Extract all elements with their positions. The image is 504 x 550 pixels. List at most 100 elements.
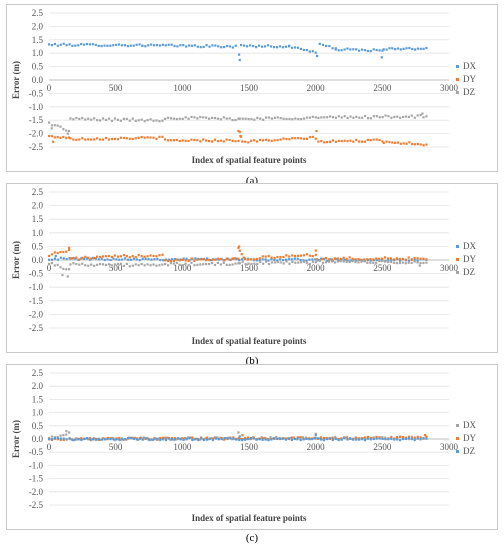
data-point bbox=[164, 259, 167, 262]
data-point bbox=[116, 118, 120, 121]
data-point bbox=[291, 118, 294, 121]
data-point bbox=[279, 116, 282, 120]
data-point bbox=[65, 430, 68, 433]
data-point bbox=[375, 437, 378, 440]
data-point bbox=[77, 438, 80, 441]
data-point bbox=[308, 136, 311, 139]
data-point bbox=[181, 436, 184, 440]
data-point bbox=[107, 138, 111, 141]
data-point bbox=[337, 115, 340, 118]
data-point bbox=[375, 261, 378, 264]
data-point bbox=[269, 436, 272, 439]
data-point bbox=[264, 258, 267, 261]
data-point bbox=[100, 44, 103, 48]
data-point bbox=[416, 259, 419, 262]
data-point bbox=[72, 138, 75, 141]
data-point bbox=[148, 438, 151, 442]
data-point bbox=[65, 268, 68, 271]
data-point bbox=[166, 264, 170, 267]
data-point bbox=[363, 49, 367, 52]
data-point bbox=[407, 259, 410, 262]
legend-marker bbox=[456, 424, 459, 427]
data-point bbox=[137, 264, 140, 267]
data-point bbox=[113, 263, 117, 266]
data-point bbox=[422, 257, 425, 260]
data-point bbox=[285, 137, 288, 141]
data-point bbox=[164, 262, 167, 266]
data-point bbox=[71, 438, 74, 442]
data-point bbox=[191, 438, 194, 442]
data-point bbox=[393, 438, 396, 441]
data-point bbox=[228, 117, 231, 120]
data-point bbox=[169, 262, 173, 265]
data-point bbox=[124, 257, 127, 260]
data-point bbox=[284, 258, 288, 261]
data-point bbox=[282, 262, 285, 265]
data-point bbox=[299, 438, 302, 442]
data-point bbox=[389, 257, 393, 260]
data-point bbox=[357, 261, 360, 264]
data-point bbox=[330, 260, 333, 263]
data-point bbox=[384, 438, 387, 441]
data-point bbox=[358, 140, 361, 143]
data-point bbox=[101, 437, 104, 440]
data-point bbox=[331, 47, 334, 50]
data-point bbox=[264, 260, 268, 263]
data-point bbox=[59, 437, 62, 440]
data-point bbox=[146, 263, 149, 266]
data-point bbox=[166, 259, 170, 263]
data-point bbox=[91, 43, 94, 46]
data-point bbox=[144, 257, 147, 260]
data-point bbox=[178, 117, 181, 120]
data-point bbox=[48, 134, 51, 138]
data-point bbox=[88, 258, 92, 261]
data-point bbox=[229, 437, 232, 440]
data-point bbox=[48, 43, 51, 46]
data-point bbox=[210, 116, 214, 119]
data-point bbox=[178, 437, 181, 440]
data-point bbox=[416, 257, 419, 260]
data-point bbox=[182, 437, 185, 440]
data-point bbox=[199, 115, 202, 119]
data-point bbox=[422, 144, 425, 147]
x-tick-label: 500 bbox=[109, 83, 123, 93]
data-point bbox=[329, 115, 332, 118]
data-point bbox=[132, 44, 135, 47]
data-point bbox=[249, 436, 253, 440]
data-point bbox=[270, 139, 273, 142]
legend-marker bbox=[456, 245, 459, 248]
data-point bbox=[342, 256, 345, 259]
data-point bbox=[382, 48, 385, 51]
data-point bbox=[228, 138, 231, 142]
data-point bbox=[190, 44, 194, 47]
data-point bbox=[293, 257, 296, 260]
data-point bbox=[50, 253, 54, 256]
data-point bbox=[425, 143, 428, 146]
y-tick-label: 1.0 bbox=[32, 408, 44, 418]
data-point bbox=[154, 437, 157, 440]
data-point bbox=[385, 48, 388, 51]
data-point bbox=[340, 139, 343, 143]
data-point bbox=[291, 136, 294, 140]
data-point bbox=[357, 258, 360, 261]
x-tick-label: 2500 bbox=[373, 263, 392, 273]
data-point bbox=[422, 437, 425, 440]
chart-panel-b: 2.5 2.0 1.5 1.0 0.5 0.0 -0.5 -1.0 -1.5 -2.0 -2.5 0 5… bbox=[6, 183, 498, 353]
data-point bbox=[190, 257, 193, 260]
data-point bbox=[267, 259, 270, 262]
data-point bbox=[93, 256, 96, 260]
data-point bbox=[104, 118, 108, 122]
data-point bbox=[228, 263, 231, 267]
data-point bbox=[135, 258, 138, 261]
data-point bbox=[284, 438, 288, 441]
data-point bbox=[48, 254, 51, 258]
data-point bbox=[153, 44, 156, 47]
data-point bbox=[179, 44, 182, 47]
data-point bbox=[302, 438, 305, 441]
data-point bbox=[202, 138, 205, 141]
data-point bbox=[153, 258, 156, 261]
data-point bbox=[222, 116, 225, 119]
data-point bbox=[317, 116, 320, 120]
data-point bbox=[48, 258, 51, 261]
y-tick-label: 0.5 bbox=[32, 421, 44, 431]
